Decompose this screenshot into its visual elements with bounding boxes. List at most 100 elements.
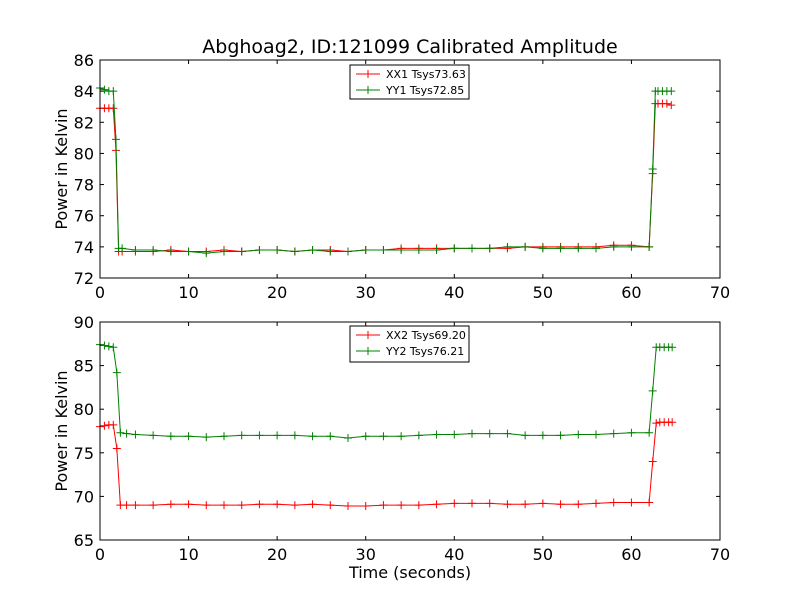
y-tick-label: 80 xyxy=(74,400,94,419)
data-point xyxy=(432,245,441,254)
data-point xyxy=(149,245,158,254)
y-tick-label: 75 xyxy=(74,444,94,463)
data-point xyxy=(100,85,109,94)
data-point xyxy=(648,386,657,395)
x-tick-label: 30 xyxy=(356,283,376,302)
data-point xyxy=(521,242,530,251)
y-tick-label: 72 xyxy=(74,269,94,288)
data-point xyxy=(237,501,246,510)
x-tick-label: 10 xyxy=(178,283,198,302)
series-2 xyxy=(96,340,677,442)
x-tick-label: 10 xyxy=(178,545,198,564)
data-point xyxy=(109,420,118,429)
y-tick-label: 74 xyxy=(74,238,94,257)
data-point xyxy=(379,501,388,510)
data-point xyxy=(184,432,193,441)
data-point xyxy=(397,432,406,441)
x-tick-label: 0 xyxy=(95,283,105,302)
legend-marker xyxy=(364,86,372,94)
legend-label: YY1 Tsys72.85 xyxy=(385,84,464,97)
data-point xyxy=(104,342,113,351)
data-point xyxy=(468,244,476,253)
data-point xyxy=(112,368,121,377)
data-point xyxy=(468,499,476,508)
y-tick-label: 65 xyxy=(74,531,94,550)
data-point xyxy=(538,244,547,253)
data-point xyxy=(118,244,127,253)
x-tick-label: 30 xyxy=(356,545,376,564)
data-point xyxy=(109,343,118,352)
y-tick-label: 70 xyxy=(74,487,94,506)
data-point xyxy=(255,500,264,509)
data-point xyxy=(184,247,193,256)
top-plot: 0 10 20 30 40 50 60 70 72 74 76 78 80 82 84 86 Power in … xyxy=(52,51,730,302)
data-point xyxy=(468,429,476,438)
x-tick-label: 70 xyxy=(710,545,730,564)
y-tick-label: 86 xyxy=(74,51,94,70)
legend-marker xyxy=(364,70,372,78)
data-point xyxy=(503,429,512,438)
data-point xyxy=(308,245,317,254)
data-point xyxy=(556,500,565,509)
data-point xyxy=(379,245,388,254)
x-tick-label: 0 xyxy=(95,545,105,564)
bottom-plot: 0 10 20 30 40 50 60 70 65 70 75 80 85 90 Power in Kelv… xyxy=(52,313,730,582)
chart-title: Abghoag2, ID:121099 Calibrated Amplitude xyxy=(202,36,617,58)
data-point xyxy=(166,247,175,256)
data-point xyxy=(379,432,388,441)
data-point xyxy=(202,501,211,510)
data-point xyxy=(290,431,299,440)
data-point xyxy=(667,87,676,96)
data-point xyxy=(109,104,118,113)
series-2 xyxy=(96,84,676,258)
data-point xyxy=(432,500,441,509)
data-point xyxy=(652,419,661,428)
data-point xyxy=(149,501,158,510)
data-point xyxy=(220,501,228,510)
data-point xyxy=(609,242,618,251)
data-point xyxy=(166,432,175,441)
x-tick-label: 60 xyxy=(621,283,641,302)
data-point xyxy=(397,501,406,510)
data-point xyxy=(149,431,158,440)
data-point xyxy=(202,433,211,442)
data-point xyxy=(645,498,654,507)
x-tick-label: 50 xyxy=(533,545,553,564)
y-tick-label: 78 xyxy=(74,176,94,195)
data-point xyxy=(521,431,530,440)
data-point xyxy=(592,499,600,508)
data-point xyxy=(668,343,677,352)
legend-label: YY2 Tsys76.21 xyxy=(385,345,464,358)
data-point xyxy=(220,247,228,256)
data-point xyxy=(414,431,423,440)
data-point xyxy=(255,431,264,440)
data-point xyxy=(202,249,211,258)
legend: XX2 Tsys69.20 YY2 Tsys76.21 xyxy=(349,325,470,363)
data-point xyxy=(556,244,565,253)
legend-box xyxy=(349,325,470,363)
data-point xyxy=(131,430,140,439)
data-point xyxy=(361,501,370,510)
data-point xyxy=(648,457,657,466)
data-point xyxy=(503,500,512,509)
data-point xyxy=(326,501,335,510)
data-point xyxy=(668,418,677,427)
data-point xyxy=(237,431,246,440)
data-point xyxy=(100,421,109,430)
data-point xyxy=(184,500,193,509)
data-point xyxy=(237,247,246,256)
legend-marker xyxy=(364,347,372,355)
data-point xyxy=(662,99,671,108)
data-point xyxy=(100,341,109,350)
x-tick-label: 70 xyxy=(710,283,730,302)
data-point xyxy=(122,501,131,510)
data-point xyxy=(111,135,120,144)
y-tick-label: 84 xyxy=(74,82,94,101)
data-point xyxy=(450,430,459,439)
data-point xyxy=(556,431,565,440)
data-point xyxy=(122,429,131,438)
legend-box xyxy=(349,64,470,100)
y-axis-label: Power in Kelvin xyxy=(52,108,71,229)
data-point xyxy=(273,500,282,509)
axes-frame xyxy=(99,59,721,279)
